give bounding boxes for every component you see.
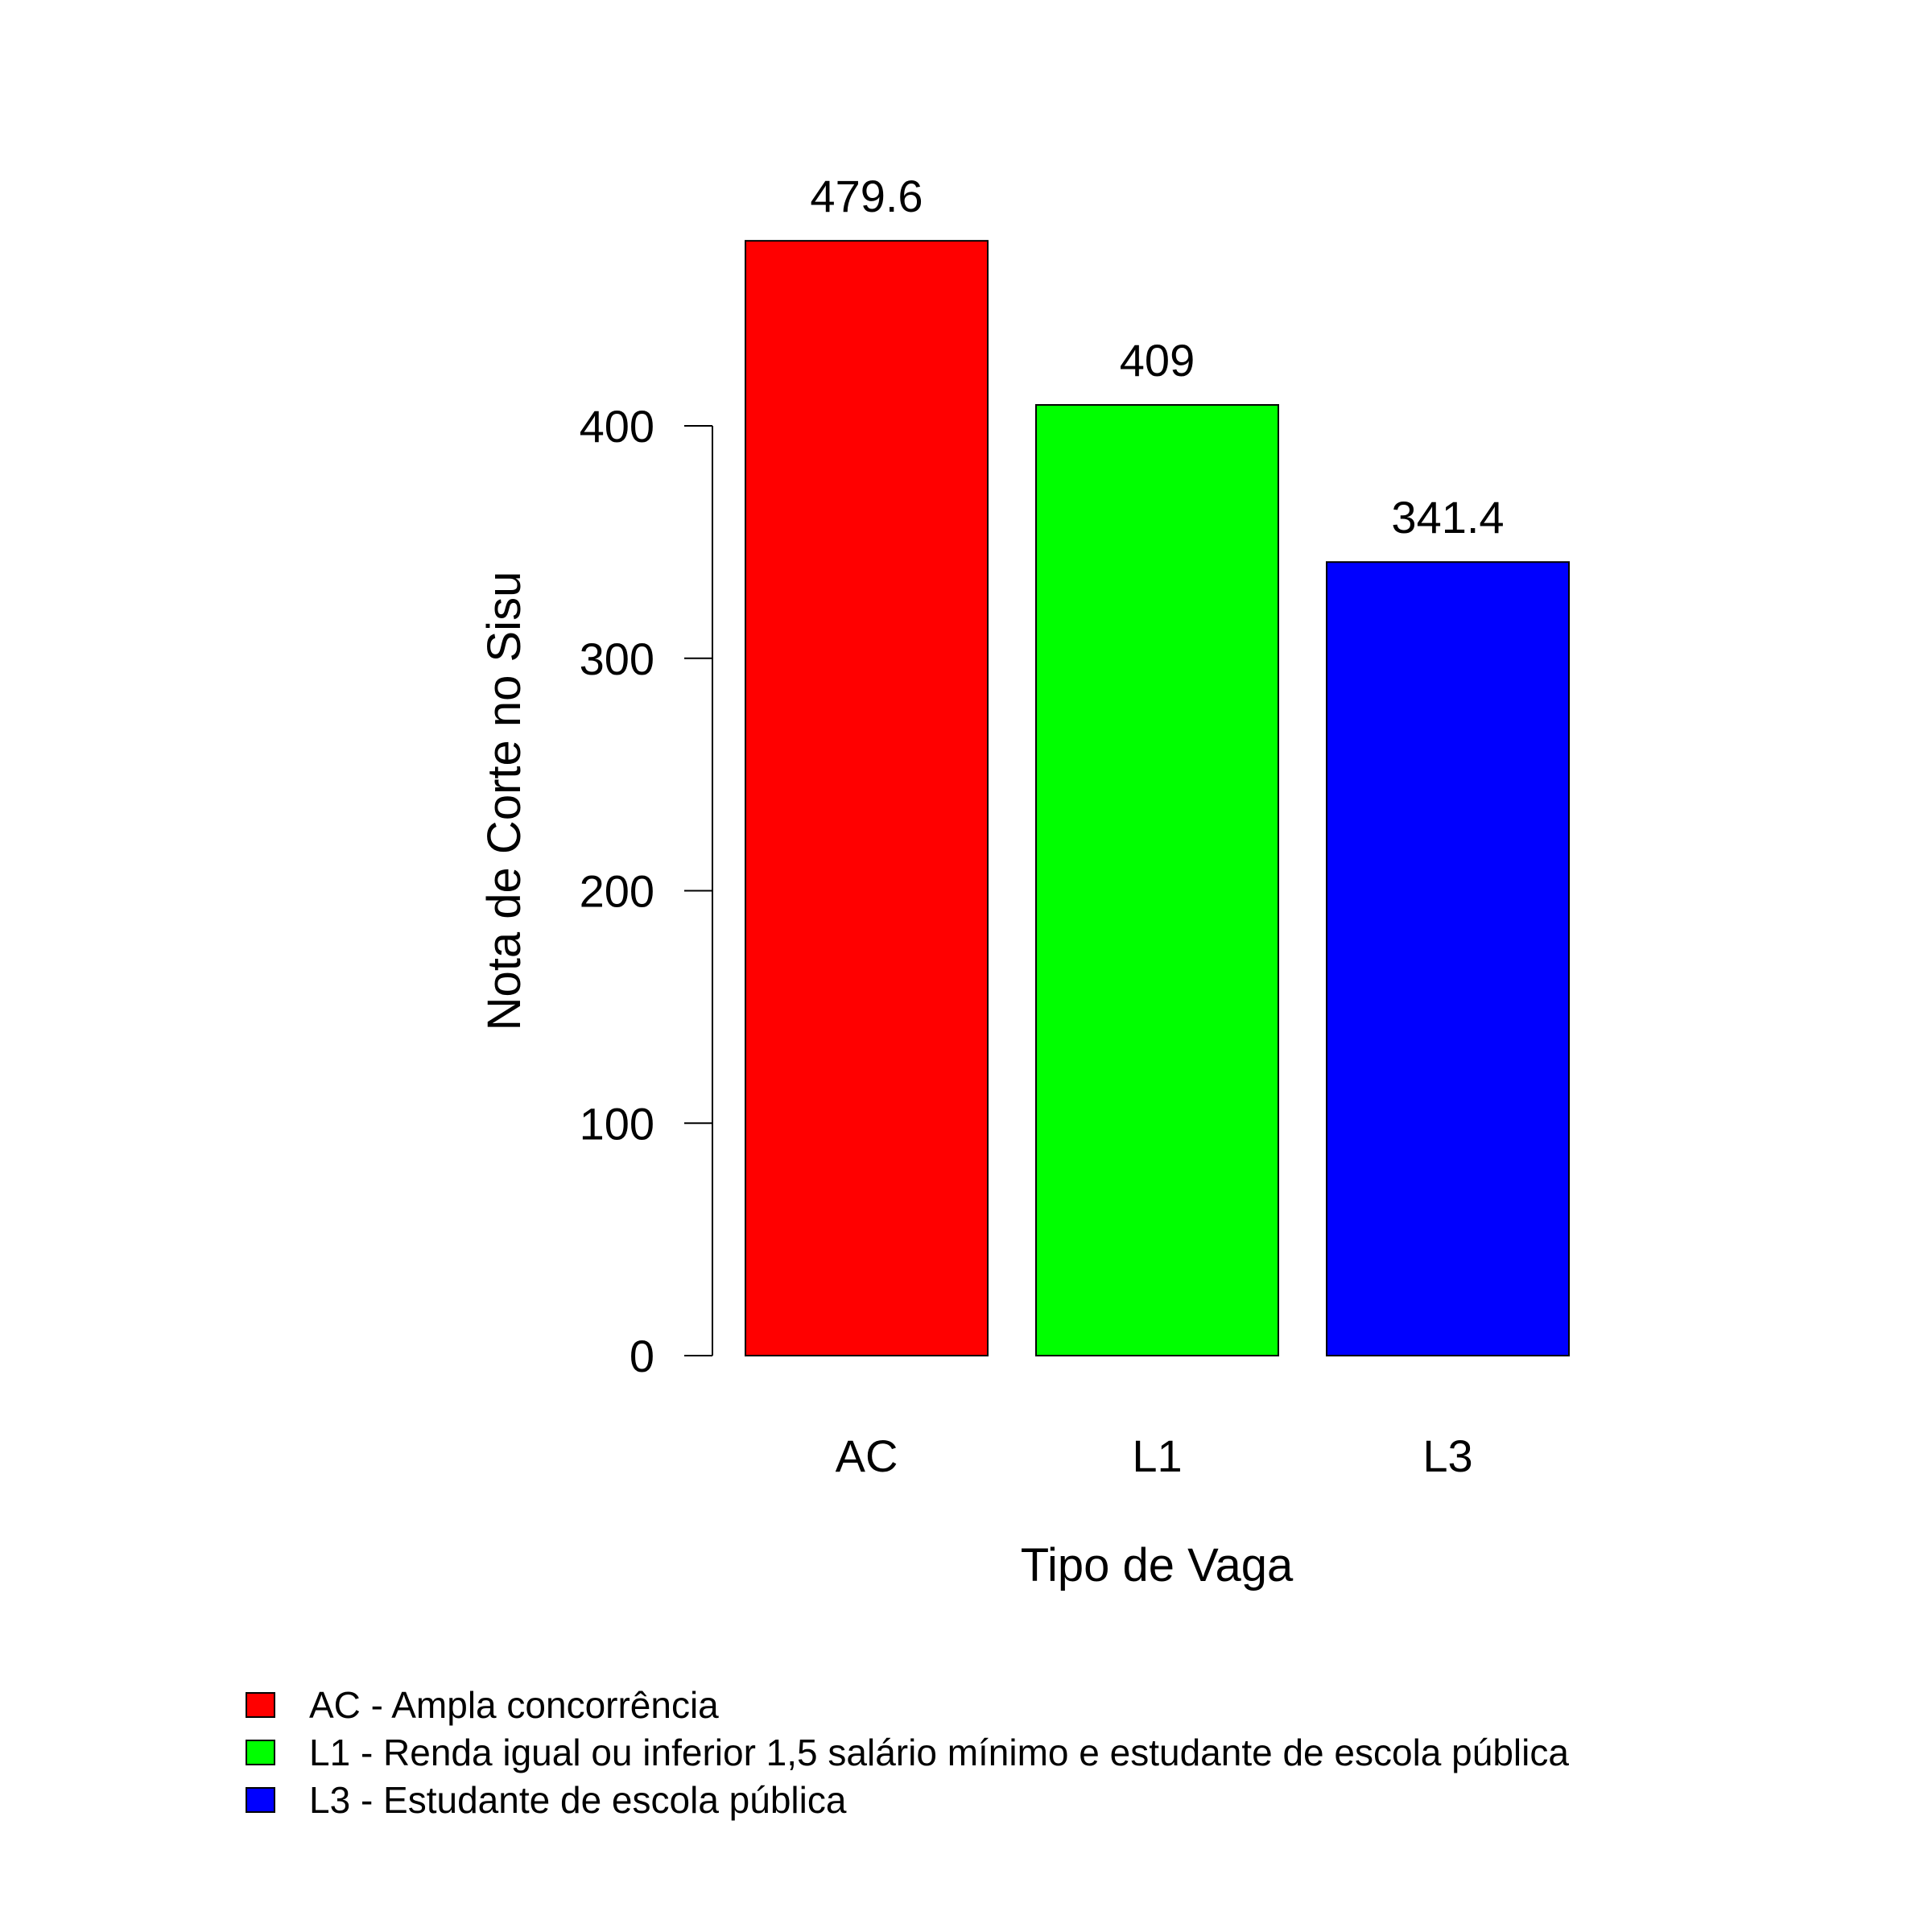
bar-l1	[1035, 404, 1279, 1357]
legend: AC - Ampla concorrência L1 - Renda igual …	[246, 1684, 1569, 1821]
legend-entry: L1 - Renda igual ou inferior 1,5 salário…	[309, 1732, 1569, 1773]
legend-swatch	[246, 1787, 275, 1813]
category-labels: AC L1 L3	[836, 1430, 1473, 1481]
bar-l3	[1326, 561, 1570, 1356]
value-label-ac: 479.6	[810, 171, 923, 221]
legend-entry: L3 - Estudante de escola pública	[309, 1779, 847, 1821]
category-label-l3: L3	[1422, 1430, 1472, 1481]
value-label-l3: 341.4	[1391, 492, 1504, 543]
category-label-ac: AC	[836, 1430, 898, 1481]
category-label-l1: L1	[1132, 1430, 1182, 1481]
x-axis-title: Tipo de Vaga	[1021, 1539, 1294, 1591]
y-axis-title: Nota de Corte no Sisu	[478, 572, 530, 1031]
y-tick-label: 0	[630, 1331, 654, 1381]
legend-swatch	[246, 1692, 275, 1718]
legend-swatch	[246, 1740, 275, 1765]
value-label-l1: 409	[1120, 335, 1195, 386]
bar-ac	[745, 240, 989, 1356]
value-labels: 479.6 409 341.4	[810, 171, 1504, 543]
legend-entry: AC - Ampla concorrência	[309, 1684, 719, 1726]
y-axis: 0 100 200 300 400	[580, 401, 713, 1381]
y-tick-label: 400	[580, 401, 654, 452]
bars	[745, 240, 1570, 1357]
y-tick-label: 200	[580, 866, 654, 917]
y-tick-label: 100	[580, 1098, 654, 1149]
y-tick-label: 300	[580, 634, 654, 684]
